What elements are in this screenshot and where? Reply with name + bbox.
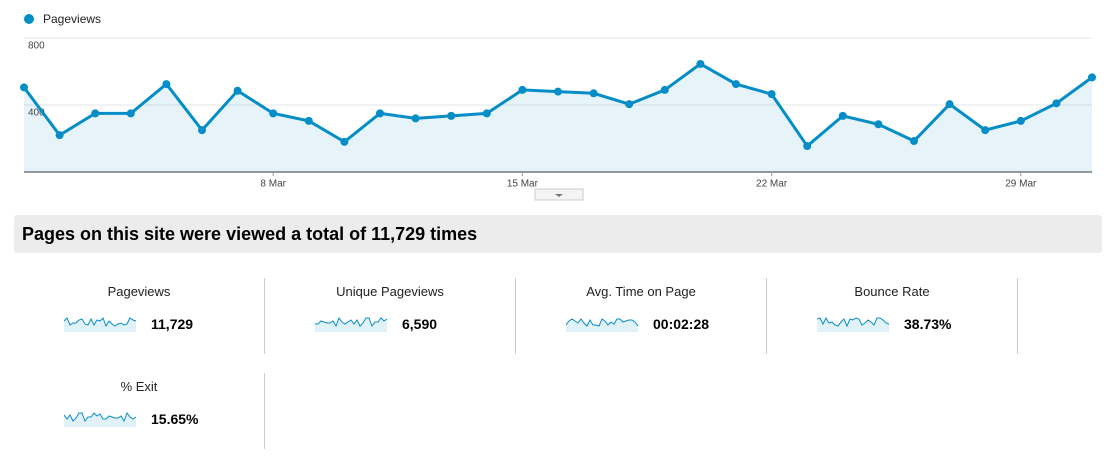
- area: [24, 63, 1092, 172]
- point: [732, 80, 740, 89]
- sparkline-area: [64, 413, 136, 427]
- metric-value: 00:02:28: [653, 316, 710, 332]
- metric-label: Unique Pageviews: [336, 284, 444, 299]
- point: [589, 89, 598, 98]
- point: [55, 131, 64, 140]
- point: [126, 109, 135, 118]
- x-tick-label: 29 Mar: [1005, 179, 1037, 190]
- sparkline: [817, 316, 890, 332]
- chart: Pageviews 400 800 8 Mar 15 Mar 22 Mar 29 Mar: [20, 12, 1096, 201]
- point: [269, 109, 278, 118]
- metric-value: 15.65%: [151, 411, 199, 427]
- point: [91, 109, 100, 118]
- point: [696, 59, 705, 68]
- legend-label[interactable]: Pageviews: [43, 12, 101, 26]
- x-tick-label: 8 Mar: [260, 179, 286, 190]
- x-tick-label: 15 Mar: [507, 179, 539, 190]
- headline: Pages on this site were viewed a total o…: [14, 215, 1102, 253]
- point: [198, 126, 206, 135]
- point: [803, 142, 812, 151]
- point: [376, 109, 384, 118]
- point: [304, 116, 313, 125]
- point: [233, 86, 242, 95]
- metric-label: % Exit: [120, 379, 158, 394]
- metric-value: 11,729: [151, 316, 194, 332]
- metric-tile: Bounce Rate 38.73%: [767, 278, 1018, 354]
- metric-value: 38.73%: [904, 316, 952, 332]
- sparkline-line: [817, 316, 890, 328]
- metric-tile: Unique Pageviews 6,590: [265, 278, 516, 354]
- sparkline: [315, 316, 388, 332]
- point: [411, 114, 420, 123]
- sparkline-area: [64, 318, 136, 332]
- point: [1088, 73, 1096, 82]
- y-tick-label: 800: [28, 41, 45, 52]
- point: [20, 83, 28, 92]
- sparkline-line: [64, 411, 137, 423]
- y-tick-label: 400: [28, 108, 45, 119]
- point: [340, 137, 349, 146]
- metric-label: Pageviews: [107, 284, 171, 299]
- metric-label: Avg. Time on Page: [586, 284, 696, 299]
- sparkline-area: [566, 319, 638, 332]
- point: [447, 111, 456, 120]
- point: [945, 100, 954, 109]
- point: [518, 85, 527, 94]
- sparkline-line: [315, 316, 388, 328]
- legend-dot: [24, 14, 34, 24]
- metric-value: 6,590: [402, 316, 438, 332]
- point: [767, 90, 776, 99]
- point: [838, 111, 847, 120]
- sparkline-line: [64, 317, 137, 328]
- sparkline: [64, 317, 137, 332]
- point: [660, 85, 669, 94]
- point: [482, 109, 491, 118]
- point: [625, 100, 634, 109]
- point: [1052, 99, 1061, 108]
- metric-label: Bounce Rate: [854, 284, 930, 299]
- sparkline-area: [817, 318, 889, 332]
- sparkline: [566, 318, 639, 332]
- metric-tile: Avg. Time on Page 00:02:28: [516, 278, 767, 354]
- point: [981, 126, 990, 135]
- point: [554, 87, 562, 96]
- sparkline-line: [566, 318, 639, 327]
- point: [910, 137, 918, 146]
- sparkline: [64, 411, 137, 427]
- toggle-arrow: [555, 194, 563, 197]
- metric-tile: % Exit 15.65%: [14, 373, 265, 449]
- metric-tile: Pageviews 11,729: [14, 278, 265, 354]
- x-tick-label: 22 Mar: [756, 179, 788, 190]
- point: [874, 120, 883, 129]
- point: [1016, 116, 1025, 125]
- point: [162, 80, 171, 89]
